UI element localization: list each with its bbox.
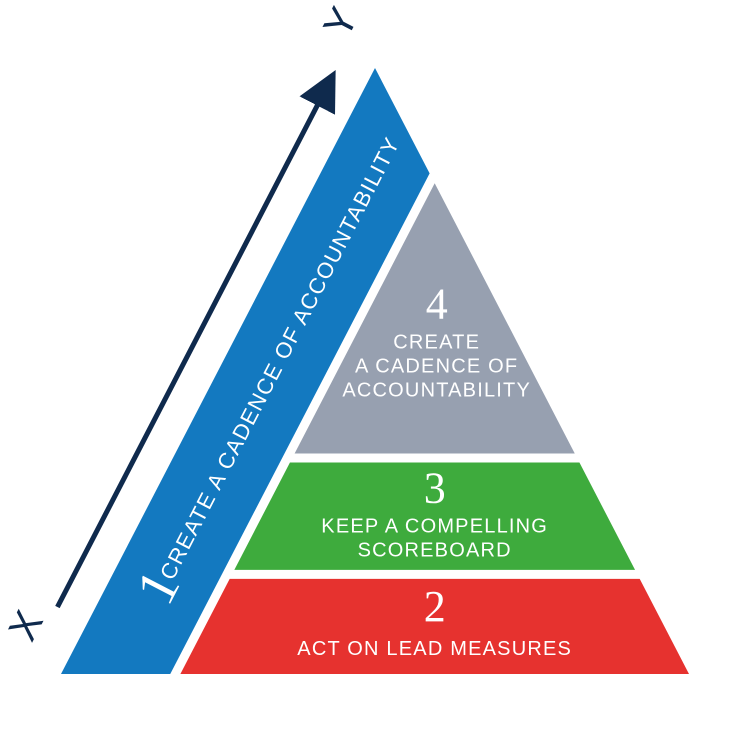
svg-text:ACCOUNTABILITY: ACCOUNTABILITY bbox=[342, 379, 531, 401]
svg-text:ACT ON LEAD MEASURES: ACT ON LEAD MEASURES bbox=[297, 638, 572, 660]
svg-text:3: 3 bbox=[424, 464, 446, 513]
pyramid-diagram: X Y 1 CREATE A CADENCE OF ACCOUNTABILITY… bbox=[0, 0, 750, 750]
svg-text:4: 4 bbox=[426, 279, 448, 328]
svg-text:KEEP A COMPELLING: KEEP A COMPELLING bbox=[321, 516, 548, 538]
axis-y-label: Y bbox=[315, 0, 367, 44]
svg-text:SCOREBOARD: SCOREBOARD bbox=[358, 540, 512, 562]
svg-text:CREATE: CREATE bbox=[393, 331, 480, 353]
svg-text:2: 2 bbox=[424, 582, 446, 631]
svg-text:A CADENCE OF: A CADENCE OF bbox=[355, 355, 518, 377]
axis-x-label: X bbox=[1, 602, 53, 648]
